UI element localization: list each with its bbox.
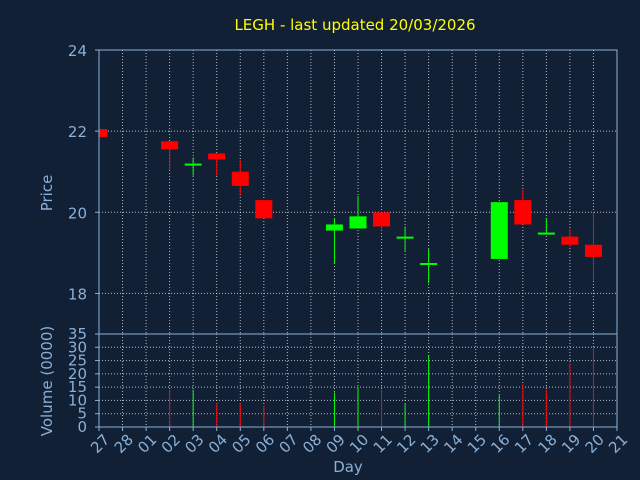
candle	[490, 202, 508, 259]
candle	[255, 200, 273, 219]
candle-body	[396, 236, 414, 239]
price-y-tick-label: 20	[68, 204, 87, 222]
candle	[537, 218, 555, 235]
chart-title: LEGH - last updated 20/03/2026	[234, 16, 475, 34]
price-y-tick-label: 18	[68, 285, 87, 303]
candle-body	[208, 153, 226, 160]
price-y-tick-label: 22	[68, 123, 87, 141]
candle-body	[255, 200, 273, 219]
candle	[98, 129, 108, 138]
candle	[161, 141, 179, 170]
candle-body	[325, 224, 343, 231]
x-axis-label: Day	[333, 458, 363, 476]
volume-y-tick-label: 35	[68, 325, 87, 343]
candle-body	[373, 212, 391, 227]
volume-y-tick-label: 20	[68, 365, 87, 383]
price-candles	[98, 129, 602, 284]
candle	[514, 189, 532, 225]
candle-body	[99, 129, 108, 138]
candle	[420, 248, 438, 284]
candle	[561, 228, 579, 247]
candle-body	[161, 141, 179, 150]
candle-body	[184, 163, 202, 166]
price-y-ticks: 18 20 22 24	[68, 42, 99, 303]
candle-body	[231, 171, 249, 186]
volume-y-tick-label: 25	[68, 352, 87, 370]
volume-y-tick-label: 30	[68, 338, 87, 356]
price-panel: 18 20 22 24 Price	[38, 42, 618, 335]
candle	[396, 226, 414, 251]
candle	[184, 157, 202, 176]
volume-y-tick-label: 10	[68, 391, 87, 409]
volume-y-tick-label: 5	[77, 405, 87, 423]
price-y-tick-label: 24	[68, 42, 87, 60]
candle	[208, 153, 226, 176]
volume-bars	[169, 347, 594, 427]
volume-axis-label: Volume (0000)	[38, 326, 56, 436]
candle-body	[584, 244, 602, 257]
candle-body	[490, 202, 508, 259]
price-gridlines	[99, 50, 617, 334]
candle	[584, 212, 602, 282]
candle-body	[514, 200, 532, 225]
candle-body	[537, 232, 555, 235]
candle	[349, 196, 367, 229]
volume-y-tick-label: 0	[77, 418, 87, 436]
candle-body	[349, 216, 367, 229]
candle	[373, 212, 391, 231]
candle-body	[561, 236, 579, 245]
candle	[325, 218, 343, 263]
candle-body	[420, 263, 438, 265]
price-axis-label: Price	[38, 175, 56, 212]
candle	[231, 159, 249, 197]
volume-y-tick-label: 15	[68, 378, 87, 396]
